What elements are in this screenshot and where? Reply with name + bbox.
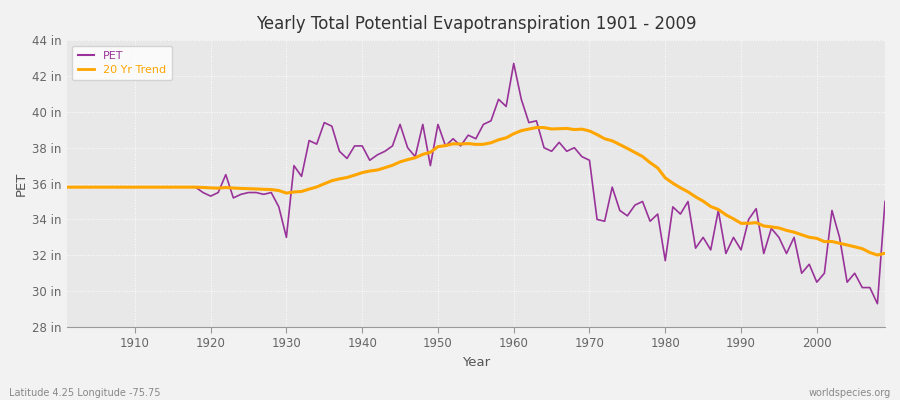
PET [607,185,617,190]
PET [500,104,511,109]
20 Yr Trend [508,131,519,136]
X-axis label: Year: Year [462,356,490,369]
PET [508,61,519,66]
PET [61,185,72,190]
20 Yr Trend [879,251,890,256]
20 Yr Trend [531,125,542,130]
Legend: PET, 20 Yr Trend: PET, 20 Yr Trend [72,46,172,80]
Title: Yearly Total Potential Evapotranspiration 1901 - 2009: Yearly Total Potential Evapotranspiratio… [256,15,696,33]
PET [872,301,883,306]
PET [879,199,890,204]
PET [289,163,300,168]
20 Yr Trend [500,136,511,140]
Line: PET: PET [67,64,885,304]
20 Yr Trend [289,190,300,194]
Text: Latitude 4.25 Longitude -75.75: Latitude 4.25 Longitude -75.75 [9,388,160,398]
PET [334,149,345,154]
PET [516,97,526,102]
PET [122,185,132,190]
20 Yr Trend [872,253,883,258]
20 Yr Trend [607,138,617,143]
20 Yr Trend [122,185,132,190]
Y-axis label: PET: PET [15,171,28,196]
Text: worldspecies.org: worldspecies.org [809,388,891,398]
20 Yr Trend [61,185,72,190]
20 Yr Trend [334,176,345,181]
Line: 20 Yr Trend: 20 Yr Trend [67,128,885,255]
